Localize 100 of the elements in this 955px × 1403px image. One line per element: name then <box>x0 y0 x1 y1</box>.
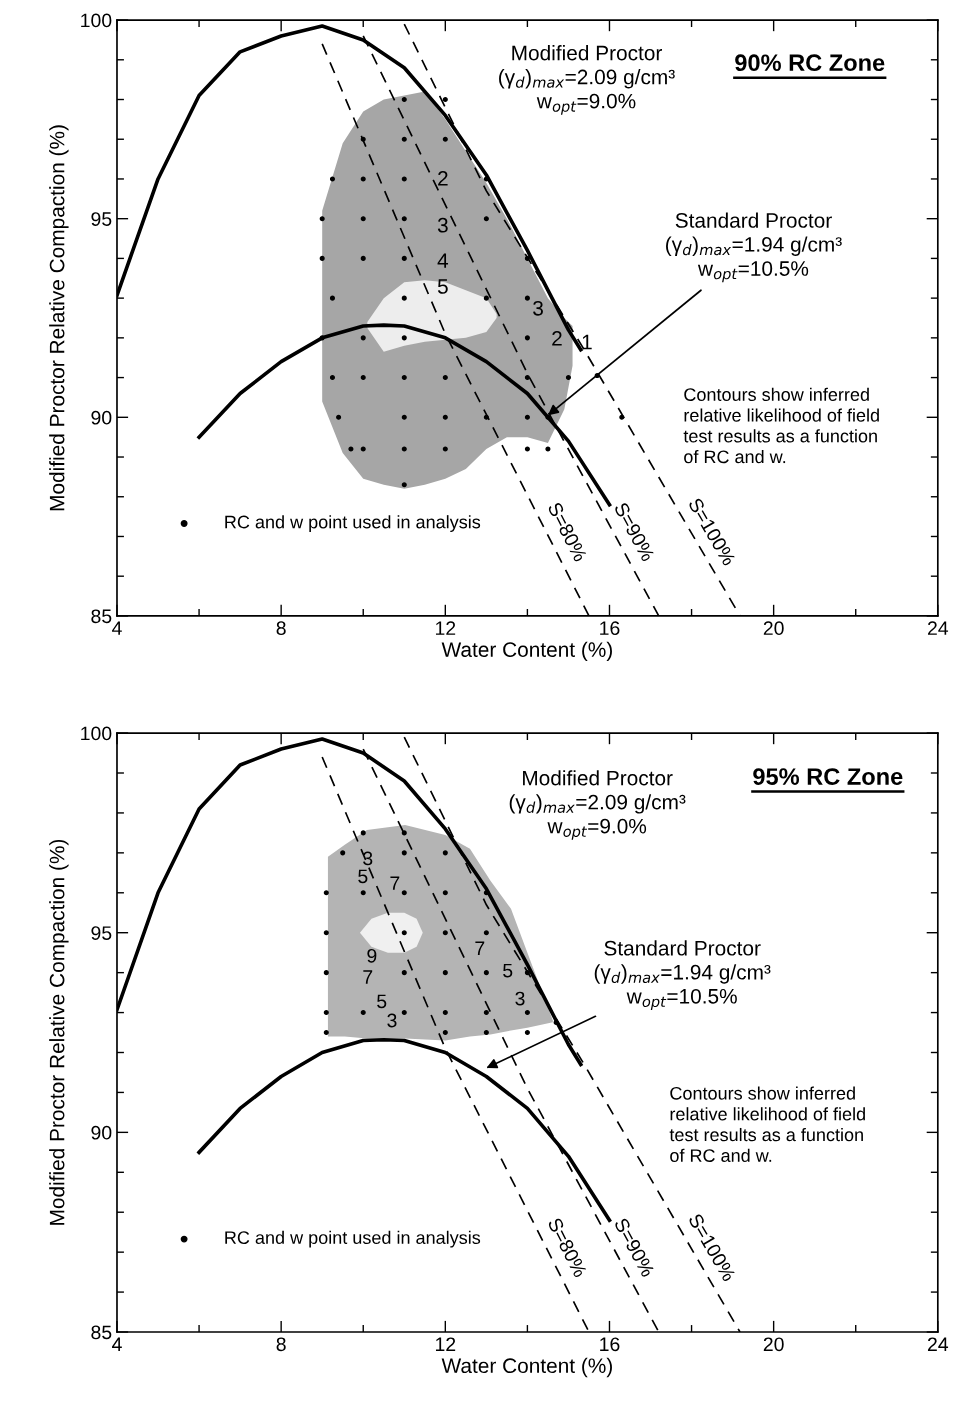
y-tick-label: 85 <box>91 1325 112 1340</box>
point <box>323 1030 329 1036</box>
point <box>401 890 407 896</box>
point <box>319 255 325 261</box>
text: 90% RC Zone <box>735 54 885 72</box>
point <box>524 1030 530 1036</box>
point <box>553 1020 559 1026</box>
text: Standard Proctor (γ$_{d}$)$_{max}$=1.94 g/cm³ w$_{opt}$=10.5% <box>594 940 771 1010</box>
annotation: 3 <box>387 1013 397 1028</box>
point <box>401 255 407 261</box>
annotation: 3 <box>363 851 373 866</box>
point <box>401 96 407 103</box>
point <box>323 1010 329 1016</box>
point <box>483 176 489 182</box>
point <box>442 136 448 142</box>
annotation: 5 <box>377 994 387 1009</box>
x-tick-label: 8 <box>276 621 286 636</box>
annotation: 1 <box>582 334 592 350</box>
x-tick-label: 4 <box>112 1337 122 1351</box>
point <box>442 930 448 936</box>
point <box>442 970 448 976</box>
legend-label: RC and w point used in analysis <box>225 515 481 532</box>
point <box>360 1010 366 1016</box>
point <box>401 830 407 836</box>
point <box>483 890 489 896</box>
point <box>524 446 530 452</box>
annotation: 3 <box>437 217 448 233</box>
point <box>442 1010 448 1016</box>
point <box>401 446 407 452</box>
point <box>442 890 448 896</box>
point <box>545 446 551 452</box>
y-axis-title: Modified Proctor Relative Compaction (%) <box>49 839 69 1225</box>
point <box>524 414 530 420</box>
point <box>401 482 407 488</box>
x-tick-label: 24 <box>927 1337 949 1351</box>
point <box>401 216 407 222</box>
point <box>360 216 366 222</box>
point <box>360 830 366 836</box>
point <box>319 216 325 222</box>
point <box>360 335 366 341</box>
annotation: 5 <box>358 869 368 884</box>
point <box>524 1010 530 1016</box>
y-tick-label: 95 <box>91 212 112 226</box>
x-tick-label: 12 <box>435 621 456 635</box>
point <box>323 890 329 896</box>
point <box>360 136 366 142</box>
text: Standard Proctor (γ$_{d}$)$_{max}$=1.94 g/cm³ w$_{opt}$=10.5% <box>666 212 842 283</box>
point <box>401 375 407 381</box>
point <box>483 970 489 976</box>
point <box>329 295 335 301</box>
point <box>360 446 366 452</box>
annotation: 7 <box>475 941 485 955</box>
x-tick-label: 20 <box>763 621 784 636</box>
point <box>483 414 489 420</box>
point <box>360 890 366 896</box>
point <box>348 446 354 452</box>
point <box>442 375 448 381</box>
y-tick-label: 90 <box>91 410 112 425</box>
x-axis-title: Water Content (%) <box>441 1357 612 1378</box>
annotation: Contours show inferred relative likelihood of field test results as a function of RC and w. <box>669 1086 865 1162</box>
point <box>340 850 346 856</box>
x-tick-label: 8 <box>276 1337 286 1352</box>
x-tick-label: 24 <box>927 621 949 635</box>
y-axis-title: Modified Proctor Relative Compaction (%) <box>49 125 69 511</box>
annotation: 2 <box>552 331 562 346</box>
x-tick-label: 16 <box>600 621 620 636</box>
annotation: 5 <box>437 279 448 294</box>
point <box>401 414 407 420</box>
annotation: 5 <box>503 963 513 978</box>
point <box>401 930 407 936</box>
x-tick-label: 20 <box>763 1337 784 1352</box>
y-tick-label: 95 <box>91 926 112 940</box>
point <box>336 414 342 420</box>
point <box>329 375 335 381</box>
point <box>442 414 448 420</box>
point <box>401 176 407 182</box>
point <box>401 1010 407 1016</box>
y-tick-label: 85 <box>91 609 112 624</box>
point <box>401 335 407 341</box>
point <box>524 295 530 301</box>
legend-label: RC and w point used in analysis <box>225 1230 481 1248</box>
annotation: 3 <box>533 300 543 316</box>
point <box>401 850 407 856</box>
point <box>483 216 489 222</box>
point <box>360 255 366 261</box>
annotation: Contours show inferred relative likelihood of field test results as a function of RC and w. <box>683 387 879 464</box>
point <box>401 295 407 301</box>
point <box>442 1030 448 1036</box>
annotation: 2 <box>438 170 448 186</box>
annotation: 9 <box>367 948 377 963</box>
y-tick-label: 100 <box>81 726 112 741</box>
point <box>483 930 489 936</box>
annotation: 4 <box>437 253 449 268</box>
point <box>323 970 329 976</box>
y-tick-label: 90 <box>91 1125 112 1140</box>
point <box>483 295 489 301</box>
point <box>545 414 551 420</box>
point <box>483 1010 489 1016</box>
point <box>565 375 571 381</box>
point <box>442 850 448 856</box>
